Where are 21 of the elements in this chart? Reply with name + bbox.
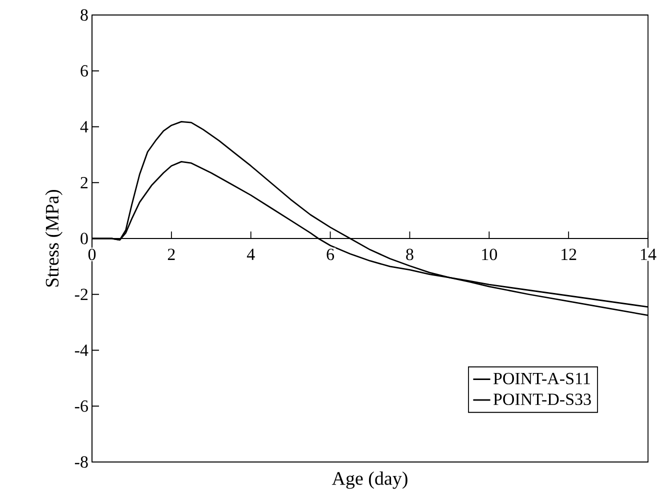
y-tick-label: 6 bbox=[80, 65, 88, 77]
legend-label: POINT-A-S11 bbox=[493, 372, 590, 384]
y-tick-label: -8 bbox=[74, 456, 88, 468]
x-tick-label: 10 bbox=[482, 248, 498, 260]
x-tick-label: 6 bbox=[326, 248, 334, 260]
y-tick-label: 8 bbox=[80, 9, 88, 21]
x-tick-label: 2 bbox=[168, 248, 175, 260]
y-tick-label: -6 bbox=[74, 400, 88, 412]
x-tick-label: 14 bbox=[640, 248, 656, 260]
y-tick-label: 2 bbox=[80, 176, 88, 188]
y-tick-label: -4 bbox=[74, 344, 88, 356]
legend-label: POINT-D-S33 bbox=[493, 394, 591, 406]
y-tick-label: 0 bbox=[80, 232, 88, 244]
y-tick-label: 4 bbox=[80, 121, 88, 132]
x-tick-label: 0 bbox=[88, 248, 96, 260]
x-tick-label: 8 bbox=[406, 248, 414, 260]
x-axis-title: Age (day) bbox=[332, 472, 408, 489]
x-tick-label: 4 bbox=[246, 248, 255, 260]
y-tick-label: -2 bbox=[74, 288, 88, 300]
y-axis-title: Stress (MPa) bbox=[45, 190, 62, 287]
x-tick-label: 12 bbox=[562, 248, 576, 260]
